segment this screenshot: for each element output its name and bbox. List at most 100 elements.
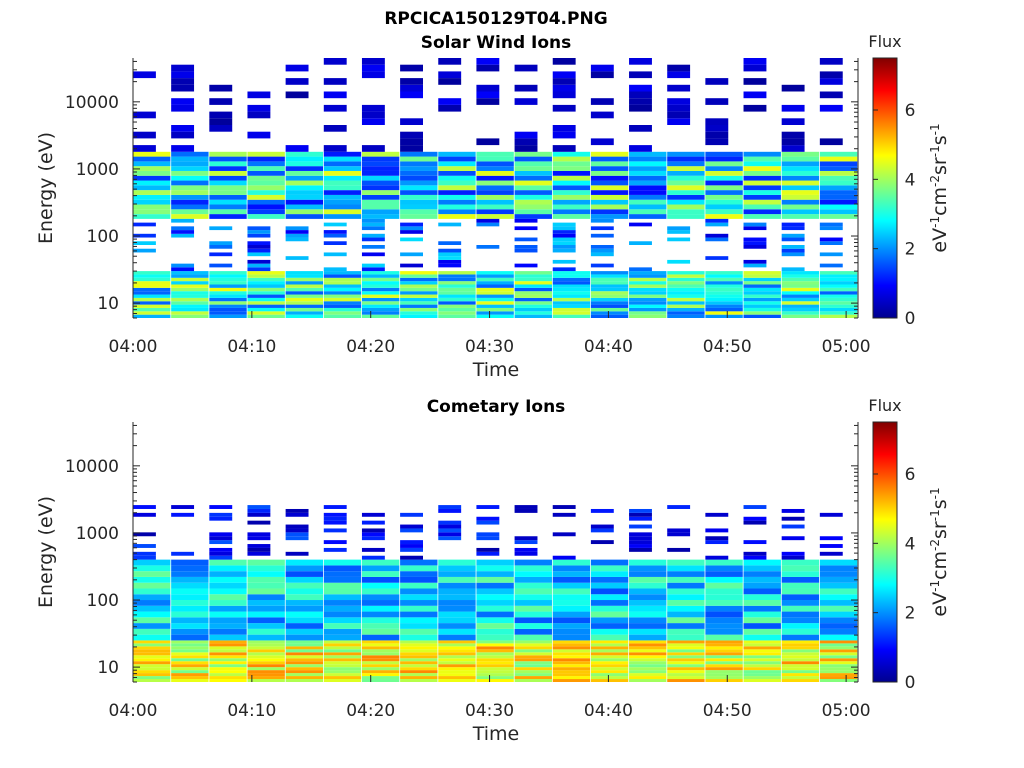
heatmap-cell	[476, 166, 514, 171]
heatmap-cell	[629, 145, 652, 152]
heatmap-cell	[590, 605, 629, 612]
heatmap-cell	[629, 161, 667, 167]
heatmap-cell	[590, 287, 629, 292]
heatmap-cell	[819, 311, 858, 315]
heatmap-cell	[171, 565, 209, 572]
heatmap-cell	[552, 190, 591, 195]
heatmap-cell	[133, 643, 171, 647]
heatmap-cell	[133, 576, 171, 583]
heatmap-cell	[629, 297, 667, 302]
heatmap-cell	[438, 670, 476, 674]
heatmap-cell	[552, 532, 576, 537]
heatmap-cell	[476, 520, 500, 525]
heatmap-cell	[133, 565, 171, 572]
heatmap-cell	[438, 649, 476, 653]
heatmap-cell	[400, 237, 423, 242]
heatmap-cell	[629, 84, 652, 92]
heatmap-cell	[590, 175, 629, 181]
heatmap-cell	[400, 605, 438, 612]
heatmap-cell	[247, 209, 285, 215]
heatmap-cell	[552, 209, 591, 215]
panel-title-solar-wind: Solar Wind Ions	[421, 33, 572, 53]
heatmap-cell	[323, 166, 362, 171]
heatmap-cell	[743, 646, 781, 650]
heatmap-cell	[590, 528, 614, 533]
heatmap-cell	[171, 551, 195, 556]
heatmap-cell	[781, 274, 820, 278]
heatmap-cell	[476, 151, 514, 157]
heatmap-cell	[590, 185, 629, 191]
heatmap-cell	[552, 199, 591, 205]
heatmap-cell	[781, 594, 820, 601]
heatmap-cell	[209, 655, 247, 659]
heatmap-cell	[285, 151, 324, 157]
heatmap-cell	[438, 151, 476, 157]
heatmap-cell	[476, 617, 514, 624]
heatmap-cell	[819, 571, 858, 577]
heatmap-cell	[514, 617, 552, 624]
heatmap-cell	[171, 307, 209, 312]
heatmap-cell	[667, 643, 705, 647]
heatmap-cell	[171, 78, 195, 85]
heatmap-cell	[361, 180, 400, 186]
cometary-colorbar-title: Flux	[868, 396, 901, 415]
heatmap-cell	[438, 658, 476, 662]
heatmap-cell	[133, 180, 171, 186]
heatmap-cell	[361, 287, 400, 292]
heatmap-cell	[629, 588, 667, 595]
heatmap-cell	[629, 241, 652, 245]
heatmap-cell	[400, 170, 438, 176]
heatmap-cell	[590, 199, 629, 205]
heatmap-cell	[629, 301, 667, 305]
heatmap-cell	[781, 281, 820, 285]
heatmap-cell	[552, 673, 591, 677]
heatmap-cell	[133, 559, 171, 566]
heatmap-cell	[171, 594, 209, 601]
heatmap-cell	[285, 194, 324, 200]
heatmap-cell	[133, 297, 171, 302]
cometary-x-label: Time	[472, 723, 520, 745]
heatmap-cell	[705, 634, 743, 641]
heatmap-cell	[323, 623, 362, 629]
heatmap-cell	[438, 643, 476, 647]
heatmap-cell	[552, 78, 576, 85]
heatmap-cell	[285, 204, 324, 210]
heatmap-cell	[323, 222, 347, 227]
x-tick-label: 04:40	[584, 701, 633, 721]
heatmap-cell	[400, 655, 438, 659]
heatmap-cell	[285, 676, 324, 680]
heatmap-cell	[285, 156, 324, 162]
heatmap-cell	[247, 536, 271, 541]
heatmap-cell	[438, 532, 462, 537]
heatmap-cell	[438, 271, 476, 275]
heatmap-cell	[133, 655, 171, 659]
heatmap-cell	[743, 226, 767, 231]
heatmap-cell	[247, 294, 285, 298]
heatmap-cell	[247, 297, 285, 302]
heatmap-cell	[476, 594, 514, 601]
heatmap-cell	[247, 241, 271, 245]
heatmap-cell	[133, 241, 156, 245]
heatmap-cell	[629, 658, 667, 662]
heatmap-cell	[438, 204, 476, 210]
heatmap-cell	[323, 294, 362, 298]
heatmap-cell	[361, 588, 400, 595]
heatmap-cell	[705, 166, 743, 171]
heatmap-cell	[667, 111, 691, 119]
heatmap-cell	[438, 259, 462, 264]
heatmap-cell	[705, 199, 743, 205]
heatmap-cell	[323, 528, 347, 533]
heatmap-cell	[285, 274, 324, 278]
heatmap-cell	[361, 104, 385, 112]
heatmap-cell	[667, 307, 705, 312]
heatmap-cell	[743, 565, 781, 572]
heatmap-cell	[400, 617, 438, 624]
heatmap-cell	[361, 222, 385, 227]
heatmap-cell	[209, 297, 247, 302]
heatmap-cell	[819, 649, 858, 653]
heatmap-cell	[667, 204, 705, 210]
heatmap-cell	[667, 667, 705, 671]
heatmap-cell	[247, 233, 271, 238]
heatmap-cell	[476, 180, 514, 186]
heatmap-cell	[476, 547, 500, 552]
